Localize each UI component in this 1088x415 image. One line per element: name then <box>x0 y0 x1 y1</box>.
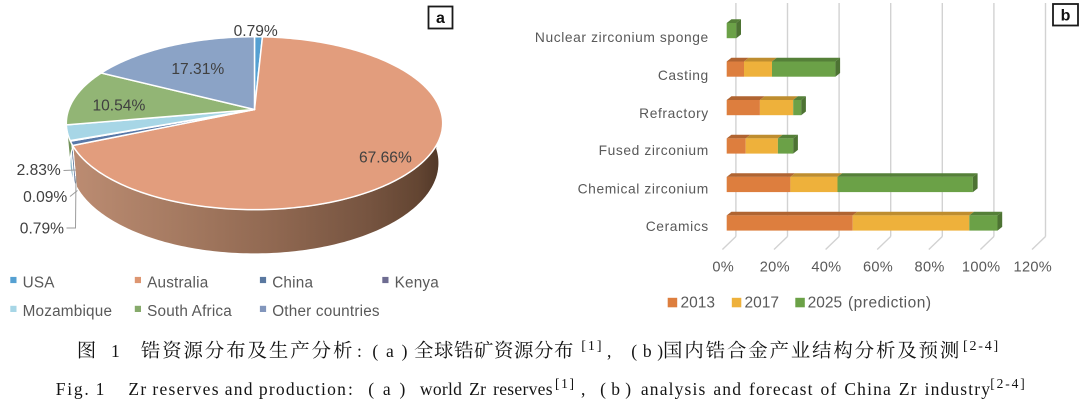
svg-text:40%: 40% <box>811 260 841 276</box>
svg-text:Zr reserves and production: Zr reserves and production <box>128 379 347 399</box>
svg-text:Refractory: Refractory <box>639 106 709 121</box>
svg-text:Ceramics: Ceramics <box>646 219 709 234</box>
svg-text:(a): (a) <box>372 341 415 361</box>
svg-text:Chemical zirconium: Chemical zirconium <box>578 182 709 197</box>
svg-text:67.66%: 67.66% <box>359 150 412 167</box>
svg-text:0.09%: 0.09% <box>23 189 67 206</box>
svg-text:(b): (b) <box>631 341 669 361</box>
svg-text:analysis and forecast of China: analysis and forecast of China Zr indust… <box>641 379 991 399</box>
svg-text:a: a <box>436 10 445 27</box>
svg-text:USA: USA <box>23 274 56 291</box>
svg-text:[2-4]: [2-4] <box>963 339 1000 354</box>
svg-text:[1]: [1] <box>555 376 576 391</box>
svg-text:10.54%: 10.54% <box>92 98 145 115</box>
svg-text:2025: 2025 <box>808 295 842 312</box>
svg-text:South Africa: South Africa <box>147 303 232 320</box>
svg-text:100%: 100% <box>962 260 1001 276</box>
svg-text:Fused zirconium: Fused zirconium <box>599 143 709 158</box>
svg-text:Casting: Casting <box>658 68 709 83</box>
svg-text:0%: 0% <box>712 260 734 276</box>
svg-text:Kenya: Kenya <box>395 274 440 291</box>
svg-text:20%: 20% <box>760 260 790 276</box>
svg-text:[2-4]: [2-4] <box>990 376 1026 391</box>
svg-text:2017: 2017 <box>745 295 779 312</box>
svg-text:b: b <box>1061 8 1071 25</box>
svg-text:60%: 60% <box>863 260 893 276</box>
svg-text:,: , <box>581 379 585 399</box>
svg-text:1: 1 <box>96 379 105 399</box>
svg-text::: : <box>357 341 362 361</box>
svg-text:1: 1 <box>111 341 120 361</box>
svg-text:[1]: [1] <box>581 339 603 354</box>
svg-text:Mozambique: Mozambique <box>23 303 113 320</box>
svg-text:China: China <box>272 274 313 291</box>
svg-text:(a): (a) <box>368 379 414 399</box>
svg-text:Other countries: Other countries <box>272 303 380 320</box>
svg-text::: : <box>348 379 353 399</box>
svg-text:Nuclear zirconium sponge: Nuclear zirconium sponge <box>535 30 709 45</box>
svg-text:2.83%: 2.83% <box>17 162 61 179</box>
svg-text:2013: 2013 <box>681 295 715 312</box>
svg-text:(prediction): (prediction) <box>848 295 932 312</box>
svg-text:(b): (b) <box>600 379 636 399</box>
svg-text:0.79%: 0.79% <box>20 221 64 238</box>
svg-text:0.79%: 0.79% <box>234 23 278 40</box>
svg-text:17.31%: 17.31% <box>171 61 224 78</box>
svg-text:Fig.: Fig. <box>56 379 91 399</box>
svg-text:Australia: Australia <box>147 274 209 291</box>
svg-text:,: , <box>607 341 611 361</box>
svg-text:world Zr reserves: world Zr reserves <box>420 379 553 399</box>
svg-text:80%: 80% <box>915 260 945 276</box>
svg-text:120%: 120% <box>1014 260 1053 276</box>
